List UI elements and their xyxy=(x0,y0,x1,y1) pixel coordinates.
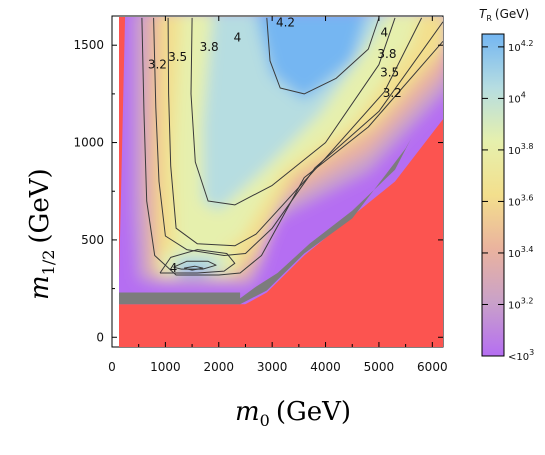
heatmap-field xyxy=(119,17,443,347)
x-axis-title: m0 (GeV) xyxy=(235,397,351,430)
colorbar-tick-label: 104.2 xyxy=(508,39,533,54)
contour-label: 4 xyxy=(380,25,388,39)
contour-line-2 xyxy=(153,17,443,256)
boundary-strip-bottom xyxy=(119,292,241,305)
x-tick-label: 6000 xyxy=(417,360,448,374)
contour-line-8 xyxy=(183,265,204,271)
contour-line-1 xyxy=(141,17,443,276)
x-tick-label: 3000 xyxy=(257,360,288,374)
y-tick-label: 0 xyxy=(96,330,104,344)
colorbar-tick-label: 103.8 xyxy=(508,142,533,157)
y-axis: 0 500 1000 1500 xyxy=(73,38,443,344)
colorbar-tick-label: 103.2 xyxy=(508,296,533,311)
contour-line-4 xyxy=(190,17,396,206)
excluded-region-right xyxy=(234,119,443,347)
contour-label: 3.8 xyxy=(200,40,219,54)
contour-label: 4 xyxy=(234,30,242,44)
colorbar-bar xyxy=(481,33,505,357)
x-tick-label: 0 xyxy=(108,360,116,374)
y-tick-label: 500 xyxy=(81,233,104,247)
colorbar: TR (GeV) <103 103.2 103.4 103.6 103.8 104 104.2 xyxy=(479,7,534,363)
colorbar-tick-label: 104 xyxy=(508,90,526,105)
contour-label: 3.5 xyxy=(168,50,187,64)
x-tick-label: 1000 xyxy=(150,360,181,374)
contour-line-7 xyxy=(173,260,217,270)
colorbar-ticks: <103 103.2 103.4 103.6 103.8 104 104.2 xyxy=(482,39,534,363)
contour-lines xyxy=(141,17,443,276)
x-tick-label: 5000 xyxy=(364,360,395,374)
contour-label: 4 xyxy=(170,261,178,275)
x-tick-label: 2000 xyxy=(204,360,235,374)
band-4.2 xyxy=(257,17,367,100)
contour-label: 3.2 xyxy=(383,86,402,100)
contour-line-5 xyxy=(266,17,380,95)
colorbar-tick-label: 103.4 xyxy=(508,245,533,260)
x-axis: 0 1000 2000 3000 4000 5000 6000 xyxy=(108,16,448,374)
colorbar-tick-label: 103.6 xyxy=(508,193,533,208)
contour-label: 3.5 xyxy=(380,65,399,79)
y-tick-label: 1000 xyxy=(73,136,104,150)
colorbar-tick-label: <103 xyxy=(508,348,534,363)
colorbar-title: TR (GeV) xyxy=(479,7,529,23)
x-tick-label: 4000 xyxy=(310,360,341,374)
contour-label: 4.2 xyxy=(276,16,295,30)
color-bands xyxy=(119,17,443,347)
y-tick-label: 1500 xyxy=(73,38,104,52)
y-axis-title: m1/2(GeV) xyxy=(25,168,58,300)
excluded-region-left xyxy=(119,17,126,282)
contour-label: 3.8 xyxy=(377,47,396,61)
contour-line-3 xyxy=(167,17,423,247)
contour-label: 3.2 xyxy=(148,58,167,72)
contour-labels: 3.23.53.844.243.83.53.24 xyxy=(148,16,402,275)
contour-line-6 xyxy=(159,249,236,274)
